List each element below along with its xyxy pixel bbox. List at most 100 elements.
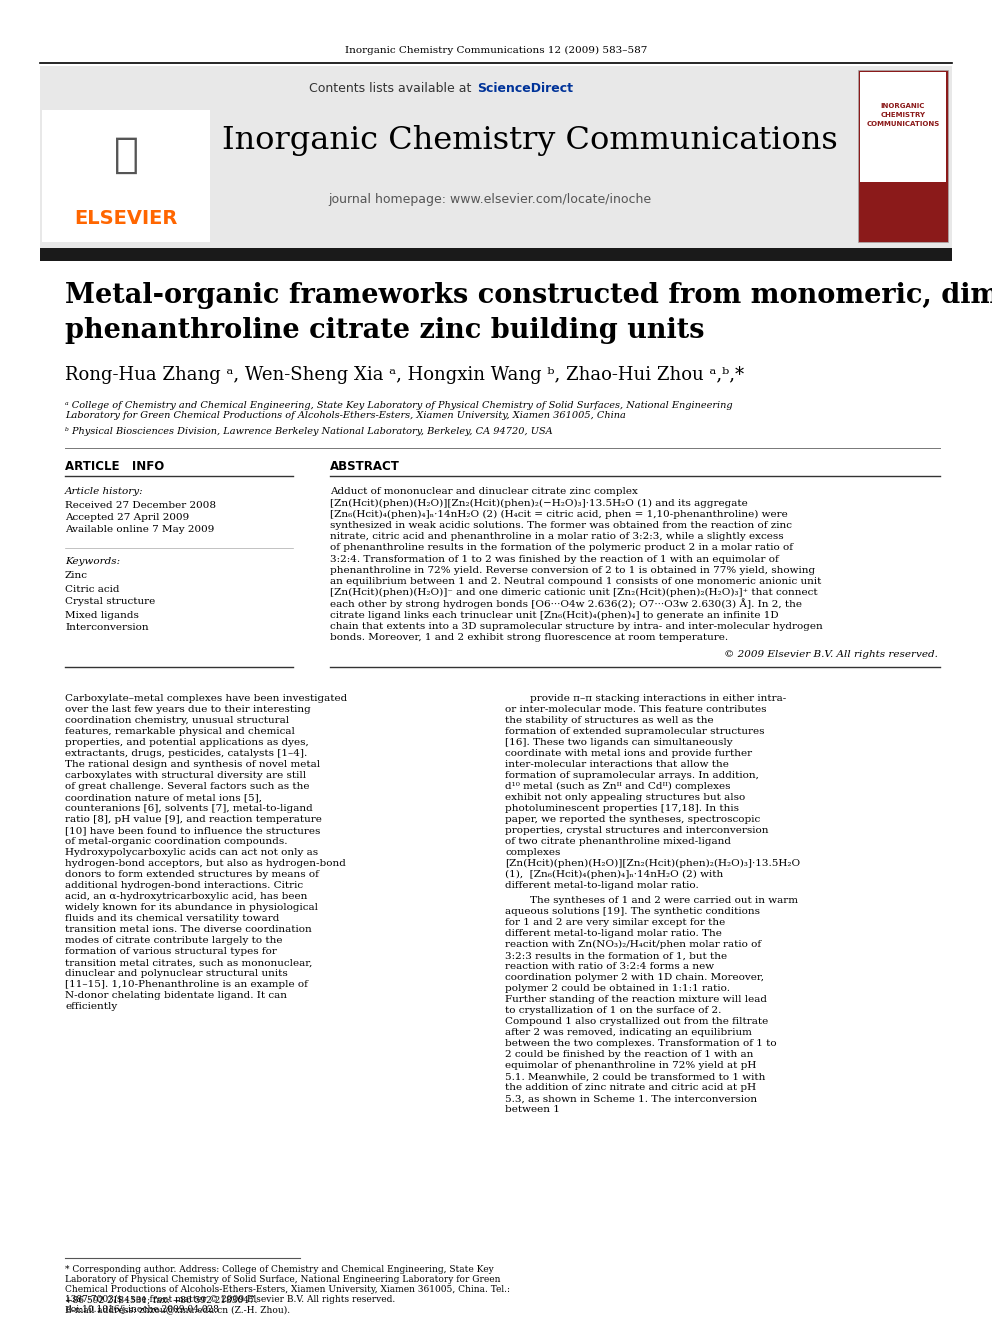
Text: dinuclear and polynuclear structural units: dinuclear and polynuclear structural uni… xyxy=(65,970,288,978)
Text: of great challenge. Several factors such as the: of great challenge. Several factors such… xyxy=(65,782,310,791)
Text: features, remarkable physical and chemical: features, remarkable physical and chemic… xyxy=(65,728,295,737)
Text: inter-molecular interactions that allow the: inter-molecular interactions that allow … xyxy=(505,761,729,769)
Text: Mixed ligands: Mixed ligands xyxy=(65,610,139,619)
Text: ELSEVIER: ELSEVIER xyxy=(74,209,178,228)
Text: citrate ligand links each trinuclear unit [Zn₆(Hcit)₄(phen)₄] to generate an inf: citrate ligand links each trinuclear uni… xyxy=(330,611,779,619)
Text: ABSTRACT: ABSTRACT xyxy=(330,459,400,472)
Text: Rong-Hua Zhang ᵃ, Wen-Sheng Xia ᵃ, Hongxin Wang ᵇ, Zhao-Hui Zhou ᵃ,ᵇ,*: Rong-Hua Zhang ᵃ, Wen-Sheng Xia ᵃ, Hongx… xyxy=(65,366,744,384)
Bar xyxy=(40,66,952,247)
Text: transition metal ions. The diverse coordination: transition metal ions. The diverse coord… xyxy=(65,925,311,934)
Text: © 2009 Elsevier B.V. All rights reserved.: © 2009 Elsevier B.V. All rights reserved… xyxy=(724,651,938,659)
Text: properties, and potential applications as dyes,: properties, and potential applications a… xyxy=(65,738,309,747)
Text: transition metal citrates, such as mononuclear,: transition metal citrates, such as monon… xyxy=(65,958,312,967)
Text: Keywords:: Keywords: xyxy=(65,557,120,566)
Text: paper, we reported the syntheses, spectroscopic: paper, we reported the syntheses, spectr… xyxy=(505,815,760,824)
Text: acid, an α-hydroxytricarboxylic acid, has been: acid, an α-hydroxytricarboxylic acid, ha… xyxy=(65,892,308,901)
Text: ratio [8], pH value [9], and reaction temperature: ratio [8], pH value [9], and reaction te… xyxy=(65,815,321,824)
Text: ᵃ College of Chemistry and Chemical Engineering, State Key Laboratory of Physica: ᵃ College of Chemistry and Chemical Engi… xyxy=(65,401,733,410)
Text: 5.3, as shown in Scheme 1. The interconversion: 5.3, as shown in Scheme 1. The interconv… xyxy=(505,1094,757,1103)
Text: doi:10.1016/j.inoche.2009.04.028: doi:10.1016/j.inoche.2009.04.028 xyxy=(65,1306,219,1315)
Text: [Zn₆(Hcit)₄(phen)₄]ₙ·14nH₂O (2) (H₄cit = citric acid, phen = 1,10-phenanthroline: [Zn₆(Hcit)₄(phen)₄]ₙ·14nH₂O (2) (H₄cit =… xyxy=(330,509,788,519)
Text: [10] have been found to influence the structures: [10] have been found to influence the st… xyxy=(65,827,320,835)
Text: exhibit not only appealing structures but also: exhibit not only appealing structures bu… xyxy=(505,794,745,802)
Text: INORGANIC
CHEMISTRY
COMMUNICATIONS: INORGANIC CHEMISTRY COMMUNICATIONS xyxy=(866,103,939,127)
Text: * Corresponding author. Address: College of Chemistry and Chemical Engineering, : * Corresponding author. Address: College… xyxy=(65,1266,494,1274)
Text: [Zn(Hcit)(phen)(H₂O)][Zn₂(Hcit)(phen)₂(H₂O)₃]·13.5H₂O: [Zn(Hcit)(phen)(H₂O)][Zn₂(Hcit)(phen)₂(H… xyxy=(505,859,801,868)
Text: counteranions [6], solvents [7], metal-to-ligand: counteranions [6], solvents [7], metal-t… xyxy=(65,804,312,814)
Text: reaction with Zn(NO₃)₂/H₄cit/phen molar ratio of: reaction with Zn(NO₃)₂/H₄cit/phen molar … xyxy=(505,941,761,950)
Text: polymer 2 could be obtained in 1:1:1 ratio.: polymer 2 could be obtained in 1:1:1 rat… xyxy=(505,984,730,994)
Text: Available online 7 May 2009: Available online 7 May 2009 xyxy=(65,525,214,534)
Text: E-mail address: zhzou@xmu.edu.cn (Z.-H. Zhou).: E-mail address: zhzou@xmu.edu.cn (Z.-H. … xyxy=(65,1306,290,1315)
Text: for 1 and 2 are very similar except for the: for 1 and 2 are very similar except for … xyxy=(505,918,725,927)
Bar xyxy=(860,71,946,183)
Text: Carboxylate–metal complexes have been investigated: Carboxylate–metal complexes have been in… xyxy=(65,695,347,704)
Text: of two citrate phenanthroline mixed-ligand: of two citrate phenanthroline mixed-liga… xyxy=(505,837,731,847)
Text: Inorganic Chemistry Communications: Inorganic Chemistry Communications xyxy=(222,124,838,156)
Text: extractants, drugs, pesticides, catalysts [1–4].: extractants, drugs, pesticides, catalyst… xyxy=(65,749,308,758)
Text: 3:2:3 results in the formation of 1, but the: 3:2:3 results in the formation of 1, but… xyxy=(505,951,727,960)
Text: [Zn(Hcit)(phen)(H₂O)]⁻ and one dimeric cationic unit [Zn₂(Hcit)(phen)₂(H₂O)₃]⁺ t: [Zn(Hcit)(phen)(H₂O)]⁻ and one dimeric c… xyxy=(330,589,817,598)
Text: photoluminescent properties [17,18]. In this: photoluminescent properties [17,18]. In … xyxy=(505,804,739,814)
Text: 1387-7003/$ - see front matter © 2009 Elsevier B.V. All rights reserved.: 1387-7003/$ - see front matter © 2009 El… xyxy=(65,1295,395,1304)
Text: carboxylates with structural diversity are still: carboxylates with structural diversity a… xyxy=(65,771,307,781)
Text: ᵇ Physical Biosciences Division, Lawrence Berkeley National Laboratory, Berkeley: ᵇ Physical Biosciences Division, Lawrenc… xyxy=(65,427,553,437)
Text: formation of extended supramolecular structures: formation of extended supramolecular str… xyxy=(505,728,765,737)
Text: between the two complexes. Transformation of 1 to: between the two complexes. Transformatio… xyxy=(505,1040,777,1048)
Text: the stability of structures as well as the: the stability of structures as well as t… xyxy=(505,716,713,725)
Text: [Zn(Hcit)(phen)(H₂O)][Zn₂(Hcit)(phen)₂(−H₂O)₃]·13.5H₂O (1) and its aggregate: [Zn(Hcit)(phen)(H₂O)][Zn₂(Hcit)(phen)₂(−… xyxy=(330,499,748,508)
Text: Further standing of the reaction mixture will lead: Further standing of the reaction mixture… xyxy=(505,995,767,1004)
Text: Citric acid: Citric acid xyxy=(65,585,119,594)
Text: coordinate with metal ions and provide further: coordinate with metal ions and provide f… xyxy=(505,749,752,758)
Text: or inter-molecular mode. This feature contributes: or inter-molecular mode. This feature co… xyxy=(505,705,767,714)
Text: Accepted 27 April 2009: Accepted 27 April 2009 xyxy=(65,513,189,523)
Text: between 1: between 1 xyxy=(505,1105,559,1114)
Text: coordination chemistry, unusual structural: coordination chemistry, unusual structur… xyxy=(65,716,289,725)
Text: of metal-organic coordination compounds.: of metal-organic coordination compounds. xyxy=(65,837,288,847)
Text: donors to form extended structures by means of: donors to form extended structures by me… xyxy=(65,871,318,880)
Text: nitrate, citric acid and phenanthroline in a molar ratio of 3:2:3, while a sligh: nitrate, citric acid and phenanthroline … xyxy=(330,532,784,541)
Text: Hydroxypolycarboxylic acids can act not only as: Hydroxypolycarboxylic acids can act not … xyxy=(65,848,318,857)
Text: chain that extents into a 3D supramolecular structure by intra- and inter-molecu: chain that extents into a 3D supramolecu… xyxy=(330,622,822,631)
Text: formation of various structural types for: formation of various structural types fo… xyxy=(65,947,277,957)
Text: synthesized in weak acidic solutions. The former was obtained from the reaction : synthesized in weak acidic solutions. Th… xyxy=(330,521,792,531)
Bar xyxy=(858,70,948,242)
Text: The syntheses of 1 and 2 were carried out in warm: The syntheses of 1 and 2 were carried ou… xyxy=(530,896,798,905)
Text: fluids and its chemical versatility toward: fluids and its chemical versatility towa… xyxy=(65,914,280,923)
Text: 🌳: 🌳 xyxy=(113,134,139,176)
Text: Laboratory for Green Chemical Productions of Alcohols-Ethers-Esters, Xiamen Univ: Laboratory for Green Chemical Production… xyxy=(65,411,626,421)
Text: [11–15]. 1,10-Phenanthroline is an example of: [11–15]. 1,10-Phenanthroline is an examp… xyxy=(65,980,308,990)
Text: PRELIMINARY REPORTS: PRELIMINARY REPORTS xyxy=(875,172,931,177)
Text: N-donor chelating bidentate ligand. It can: N-donor chelating bidentate ligand. It c… xyxy=(65,991,287,1000)
Text: bonds. Moreover, 1 and 2 exhibit strong fluorescence at room temperature.: bonds. Moreover, 1 and 2 exhibit strong … xyxy=(330,634,728,642)
Text: hydrogen-bond acceptors, but also as hydrogen-bond: hydrogen-bond acceptors, but also as hyd… xyxy=(65,860,346,868)
Text: reaction with ratio of 3:2:4 forms a new: reaction with ratio of 3:2:4 forms a new xyxy=(505,962,714,971)
Text: each other by strong hydrogen bonds [O6···O4w 2.636(2); O7···O3w 2.630(3) Å]. In: each other by strong hydrogen bonds [O6·… xyxy=(330,598,802,610)
Text: Interconversion: Interconversion xyxy=(65,623,149,632)
Text: +86 592 2184531; fax: +86 592 2183047.: +86 592 2184531; fax: +86 592 2183047. xyxy=(65,1295,258,1304)
Text: additional hydrogen-bond interactions. Citric: additional hydrogen-bond interactions. C… xyxy=(65,881,304,890)
Text: different metal-to-ligand molar ratio.: different metal-to-ligand molar ratio. xyxy=(505,881,698,890)
Text: Metal-organic frameworks constructed from monomeric, dimeric and trimeric
phenan: Metal-organic frameworks constructed fro… xyxy=(65,282,992,344)
Text: an equilibrium between 1 and 2. Neutral compound 1 consists of one monomeric ani: an equilibrium between 1 and 2. Neutral … xyxy=(330,577,821,586)
Text: equimolar of phenanthroline in 72% yield at pH: equimolar of phenanthroline in 72% yield… xyxy=(505,1061,756,1070)
Text: the addition of zinc nitrate and citric acid at pH: the addition of zinc nitrate and citric … xyxy=(505,1084,756,1093)
Text: Received 27 December 2008: Received 27 December 2008 xyxy=(65,501,216,511)
Text: over the last few years due to their interesting: over the last few years due to their int… xyxy=(65,705,310,714)
Text: Article history:: Article history: xyxy=(65,487,144,496)
Text: (1),  [Zn₆(Hcit)₄(phen)₄]ₙ·14nH₂O (2) with: (1), [Zn₆(Hcit)₄(phen)₄]ₙ·14nH₂O (2) wit… xyxy=(505,871,723,880)
Text: modes of citrate contribute largely to the: modes of citrate contribute largely to t… xyxy=(65,937,283,946)
Text: different metal-to-ligand molar ratio. The: different metal-to-ligand molar ratio. T… xyxy=(505,929,722,938)
Text: 3:2:4. Transformation of 1 to 2 was finished by the reaction of 1 with an equimo: 3:2:4. Transformation of 1 to 2 was fini… xyxy=(330,554,779,564)
Text: 2 could be finished by the reaction of 1 with an: 2 could be finished by the reaction of 1… xyxy=(505,1050,753,1060)
Text: coordination polymer 2 with 1D chain. Moreover,: coordination polymer 2 with 1D chain. Mo… xyxy=(505,974,764,982)
Text: Inorganic Chemistry Communications 12 (2009) 583–587: Inorganic Chemistry Communications 12 (2… xyxy=(345,45,647,54)
Text: Contents lists available at: Contents lists available at xyxy=(309,82,475,94)
Text: properties, crystal structures and interconversion: properties, crystal structures and inter… xyxy=(505,827,769,835)
Text: to crystallization of 1 on the surface of 2.: to crystallization of 1 on the surface o… xyxy=(505,1007,721,1015)
Text: efficiently: efficiently xyxy=(65,1003,117,1011)
Text: widely known for its abundance in physiological: widely known for its abundance in physio… xyxy=(65,904,318,913)
Text: ScienceDirect: ScienceDirect xyxy=(477,82,573,94)
Text: Zinc: Zinc xyxy=(65,572,88,581)
Text: 5.1. Meanwhile, 2 could be transformed to 1 with: 5.1. Meanwhile, 2 could be transformed t… xyxy=(505,1073,766,1081)
